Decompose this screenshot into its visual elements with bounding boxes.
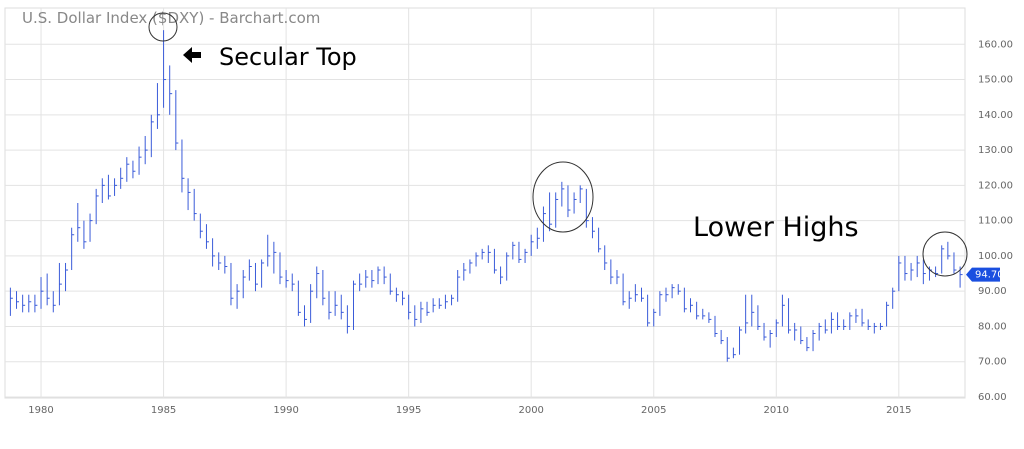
bars [9,30,963,362]
y-tick-label: 90.00 [978,286,1007,297]
plot-frame [4,7,966,399]
y-tick-label: 60.00 [978,392,1007,403]
annotation: Lower Highs [693,212,859,243]
y-tick-label: 70.00 [978,357,1007,368]
grid [5,8,965,398]
y-tick-label: 160.00 [978,39,1013,50]
y-tick-label: 100.00 [978,251,1013,262]
x-tick-label: 2005 [641,405,666,416]
y-tick-label: 140.00 [978,110,1013,121]
highlight-circle [922,231,968,277]
x-tick-label: 1985 [151,405,176,416]
highlight-circle [532,161,594,233]
x-tick-label: 2010 [764,405,789,416]
y-tick-label: 150.00 [978,75,1013,86]
y-tick-label: 120.00 [978,180,1013,191]
price-tag-label: 94.70 [975,270,1004,281]
y-tick-label: 130.00 [978,145,1013,156]
highlight-circle [148,12,178,42]
price-tag [966,267,1000,282]
arrow [183,47,201,63]
x-tick-label: 1995 [396,405,421,416]
annotation: Secular Top [219,43,357,71]
y-tick-label: 110.00 [978,216,1013,227]
y-tick-label: 80.00 [978,321,1007,332]
x-tick-label: 1990 [273,405,298,416]
x-tick-label: 1980 [28,405,53,416]
x-tick-label: 2015 [886,405,911,416]
x-tick-label: 2000 [518,405,543,416]
chart-title: U.S. Dollar Index ($DXY) - Barchart.com [22,9,320,27]
